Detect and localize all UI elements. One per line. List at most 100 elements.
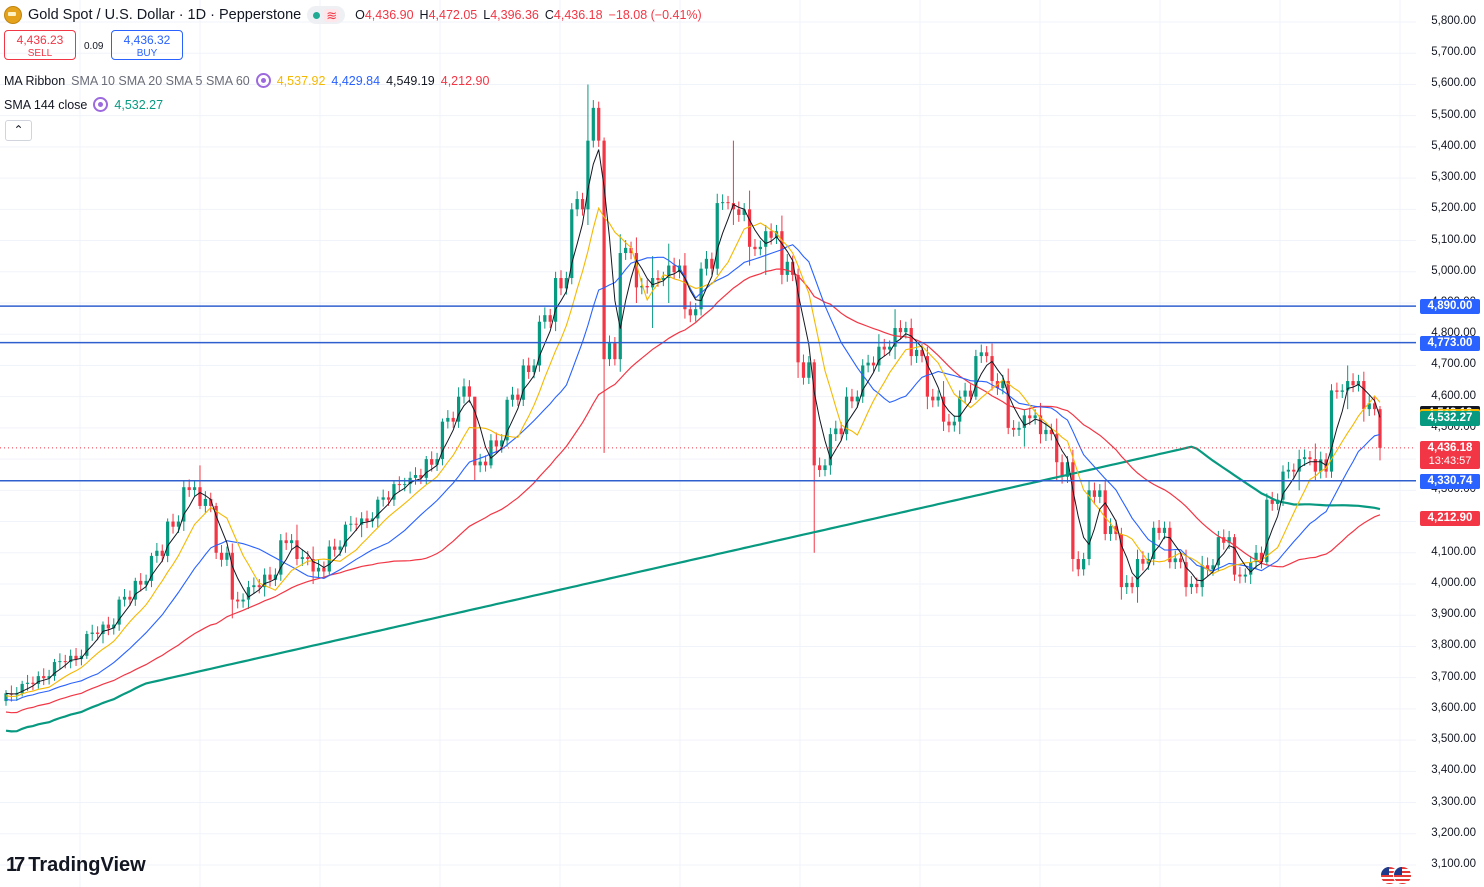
sma144-value: 4,532.27 <box>114 97 164 112</box>
candle-bullish <box>866 362 870 366</box>
candle-bullish <box>1200 565 1204 588</box>
candle-bullish <box>1243 574 1247 577</box>
candle-bullish <box>1189 583 1194 588</box>
candle-bullish <box>376 499 380 519</box>
indicator-ma-ribbon[interactable]: MA Ribbon SMA 10 SMA 20 SMA 5 SMA 60 4,5… <box>4 73 489 88</box>
candle-bullish <box>166 521 170 556</box>
candle-bearish <box>629 247 633 254</box>
sell-button[interactable]: 4,436.23 SELL <box>4 30 76 60</box>
candle-bullish <box>112 624 116 629</box>
candle-bearish <box>1292 469 1296 472</box>
high-value: 4,472.05 <box>428 8 478 22</box>
indicator-settings-icon[interactable] <box>255 73 271 88</box>
candle-bearish <box>990 356 994 382</box>
candle-bearish <box>257 585 261 588</box>
indicator-sma144[interactable]: SMA 144 close 4,532.27 <box>4 97 163 112</box>
price-axis-tick: 3,100.00 <box>1431 858 1476 870</box>
candle-bullish <box>828 434 833 466</box>
candle-bullish <box>914 349 919 357</box>
candle-bearish <box>780 231 784 275</box>
candle-bearish <box>812 362 816 466</box>
candle-bullish <box>1135 559 1140 588</box>
low-value: 4,396.36 <box>490 8 539 22</box>
candle-bearish <box>527 365 531 373</box>
gold-symbol-icon <box>4 6 22 24</box>
candle-bullish <box>979 352 983 357</box>
candle-bullish <box>963 390 967 397</box>
candle-bullish <box>936 396 940 401</box>
candle-bearish <box>295 540 299 560</box>
candle-bullish <box>1082 559 1086 570</box>
spread-value: 0.09 <box>84 41 104 52</box>
candle-bullish <box>1001 381 1005 389</box>
market-status-badge[interactable]: ≋ <box>307 6 346 24</box>
candle-bearish <box>311 559 315 572</box>
last-price-tag: 4,436.18 13:43:57 <box>1420 440 1480 469</box>
candle-bearish <box>516 394 520 400</box>
candle-bearish <box>451 417 455 422</box>
candle-bullish <box>893 327 897 347</box>
candle-bearish <box>925 356 930 397</box>
candle-bearish <box>386 497 391 500</box>
candle-bullish <box>1254 552 1258 563</box>
candle-bullish <box>715 203 719 269</box>
price-axis-tick: 3,700.00 <box>1431 670 1476 683</box>
candle-bullish <box>36 676 40 684</box>
candle-bearish <box>1130 582 1134 588</box>
candle-bearish <box>710 258 714 269</box>
candle-bullish <box>1319 459 1323 472</box>
candle-bullish <box>1227 537 1231 543</box>
candle-bullish <box>1098 490 1102 497</box>
candle-bullish <box>90 632 94 634</box>
candle-bearish <box>473 396 477 466</box>
candle-bearish <box>209 498 213 506</box>
price-axis-tick: 4,600.00 <box>1431 389 1476 402</box>
tradingview-mark-icon: 17 <box>6 854 25 876</box>
price-axis-tick: 5,200.00 <box>1431 202 1476 215</box>
candle-bearish <box>128 596 132 600</box>
sma-20-line <box>5 244 1381 701</box>
candle-bullish <box>403 484 407 486</box>
open-label: O <box>355 8 365 22</box>
candle-bullish <box>958 396 962 422</box>
candle-bullish <box>1087 490 1091 560</box>
buy-button[interactable]: 4,436.32 BUY <box>111 30 183 60</box>
candle-bearish <box>1259 552 1264 563</box>
candle-bullish <box>392 484 396 500</box>
candle-bearish <box>139 580 143 585</box>
price-axis-tick: 5,500.00 <box>1431 108 1476 121</box>
candle-bearish <box>419 475 423 478</box>
candle-bullish <box>1173 558 1177 563</box>
price-axis-tick: 3,400.00 <box>1431 764 1476 777</box>
candle-bearish <box>796 274 800 363</box>
candle-bullish <box>69 655 73 663</box>
candle-bullish <box>624 247 628 254</box>
candle-bullish <box>252 585 256 588</box>
candle-bearish <box>430 459 434 465</box>
currency-flags[interactable] <box>1380 866 1414 885</box>
buy-price: 4,436.32 <box>123 33 171 47</box>
candle-bearish <box>63 661 67 663</box>
tradingview-logo[interactable]: 17 TradingView <box>6 854 146 877</box>
candle-bullish <box>101 624 105 634</box>
candle-bullish <box>575 199 579 210</box>
symbol-title[interactable]: Gold Spot / U.S. Dollar · 1D · Peppersto… <box>28 7 302 23</box>
candle-bullish <box>1044 429 1048 435</box>
indicator-settings-icon[interactable] <box>93 97 109 112</box>
candle-bullish <box>1367 403 1371 410</box>
sma-5-line <box>5 149 1381 695</box>
candle-bearish <box>947 421 951 426</box>
candle-bearish <box>230 552 234 600</box>
candle-bullish <box>316 567 321 572</box>
candle-bullish <box>58 661 62 663</box>
collapse-legend-button[interactable]: ⌃ <box>5 120 32 141</box>
candle-bullish <box>440 421 445 460</box>
candle-bearish <box>731 203 736 210</box>
buy-label: BUY <box>136 48 158 59</box>
candle-bearish <box>187 487 191 491</box>
us-flag-icon <box>1393 866 1412 885</box>
price-axis-tick: 5,700.00 <box>1431 46 1476 59</box>
candle-bullish <box>1265 499 1269 563</box>
candle-bullish <box>413 475 418 478</box>
